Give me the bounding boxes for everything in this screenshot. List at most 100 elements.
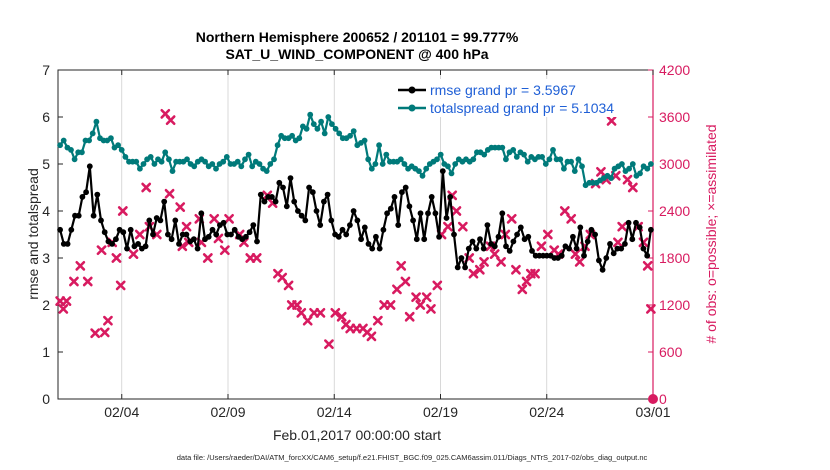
- obs-x-stroke: [324, 339, 334, 350]
- rmse-point: [529, 248, 535, 254]
- rmse-point: [447, 194, 454, 200]
- obs-assimilated-point: [392, 284, 402, 295]
- rmse-point: [618, 245, 625, 252]
- rmse-point: [607, 241, 613, 247]
- totalspread-point: [419, 172, 426, 179]
- totalspread-point: [209, 161, 216, 167]
- obs-assimilated-point: [283, 280, 294, 291]
- obs-x-stroke: [606, 116, 617, 126]
- rmse-point: [477, 236, 483, 243]
- obs-x-stroke: [115, 280, 126, 291]
- obs-x-stroke: [570, 249, 581, 259]
- obs-x-stroke: [75, 260, 86, 271]
- obs-x-stroke: [596, 166, 606, 177]
- rmse-point: [161, 198, 168, 205]
- right-y-tick-label: 4200: [659, 62, 690, 78]
- obs-assimilated-point: [128, 249, 139, 259]
- rmse-point: [644, 252, 651, 259]
- obs-assimilated-point: [511, 264, 521, 275]
- totalspread-point: [162, 149, 169, 156]
- obs-assimilated-point: [596, 166, 606, 177]
- rmse-point: [228, 231, 234, 238]
- obs-assimilated-point: [277, 272, 288, 283]
- x-tick-label: 02/09: [210, 404, 245, 420]
- rmse-point: [269, 194, 275, 200]
- rmse-point: [298, 212, 305, 219]
- rmse-point: [633, 219, 639, 226]
- totalspread-point: [122, 154, 129, 160]
- obs-x-stroke: [58, 304, 69, 314]
- obs-x-stroke: [489, 249, 500, 259]
- rmse-point: [376, 245, 383, 252]
- obs-assimilated-point: [451, 206, 462, 216]
- left-y-tick-label: 7: [42, 62, 50, 78]
- obs-x-stroke: [90, 328, 101, 339]
- rmse-point: [410, 217, 416, 224]
- obs-x-stroke: [559, 206, 570, 216]
- totalspread-point: [550, 147, 556, 153]
- totalspread-point: [423, 165, 430, 172]
- right-y-tick-label: 0: [659, 391, 667, 407]
- rmse-point: [83, 189, 89, 196]
- totalspread-point: [321, 130, 328, 137]
- totalspread-point: [542, 161, 549, 167]
- totalspread-point: [140, 161, 147, 167]
- totalspread-point: [332, 125, 339, 132]
- obs-x-stroke: [396, 260, 407, 271]
- totalspread-point: [546, 156, 553, 163]
- obs-assimilated-point: [141, 182, 152, 193]
- obs-x-stroke: [617, 221, 628, 232]
- rmse-point: [421, 236, 428, 243]
- totalspread-point: [524, 158, 531, 165]
- obs-assimilated-point: [251, 253, 262, 263]
- rmse-point: [573, 245, 580, 252]
- obs-x-stroke: [69, 276, 79, 287]
- obs-x-stroke: [296, 307, 307, 318]
- rmse-point: [64, 241, 71, 247]
- rmse-point: [425, 210, 431, 217]
- obs-assimilated-point: [117, 206, 128, 216]
- rmse-point: [458, 255, 465, 261]
- right-y-tick-label: 2400: [659, 203, 690, 219]
- rmse-point: [625, 219, 632, 226]
- obs-x-stroke: [141, 182, 152, 193]
- totalspread-point: [249, 163, 256, 170]
- legend: rmse grand pr = 3.5967 totalspread grand…: [393, 79, 647, 117]
- rmse-point: [525, 233, 532, 240]
- rmse-point: [317, 222, 324, 229]
- rmse-point: [517, 224, 524, 231]
- obs-x-stroke: [642, 260, 653, 271]
- rmse-point: [369, 245, 376, 252]
- obs-x-stroke: [432, 280, 443, 291]
- data-file-footnote: data file: /Users/raeder/DAI/ATM_forcXX/…: [177, 453, 648, 462]
- totalspread-point: [191, 163, 198, 170]
- obs-x-stroke: [426, 304, 436, 314]
- obs-x-stroke: [277, 272, 288, 283]
- totalspread-point: [336, 130, 343, 137]
- obs-assimilated-point: [385, 300, 396, 310]
- obs-x-stroke: [385, 300, 396, 310]
- totalspread-point: [108, 135, 114, 142]
- rmse-point: [220, 219, 227, 226]
- totalspread-point: [89, 130, 96, 137]
- rmse-point: [640, 245, 647, 252]
- obs-x-stroke: [574, 257, 585, 267]
- totalspread-point: [169, 168, 176, 175]
- rmse-point: [610, 250, 617, 257]
- right-y-axis-label: # of obs: o=possible; ×=assimilated: [703, 124, 719, 343]
- totalspread-point: [608, 175, 614, 182]
- totalspread-point: [329, 121, 335, 127]
- right-y-tick-label: 1800: [659, 250, 690, 266]
- obs-x-stroke: [302, 315, 313, 326]
- rmse-point: [205, 233, 212, 240]
- obs-assimilated-point: [396, 260, 407, 271]
- rmse-point: [432, 210, 439, 217]
- rmse-point: [395, 222, 402, 229]
- obs-assimilated-point: [181, 221, 192, 232]
- rmse-point: [135, 241, 142, 247]
- rmse-point: [417, 210, 424, 217]
- obs-x-stroke: [511, 264, 521, 275]
- rmse-point: [213, 231, 220, 238]
- obs-assimilated-point: [90, 328, 101, 339]
- obs-assimilated-point: [99, 327, 110, 338]
